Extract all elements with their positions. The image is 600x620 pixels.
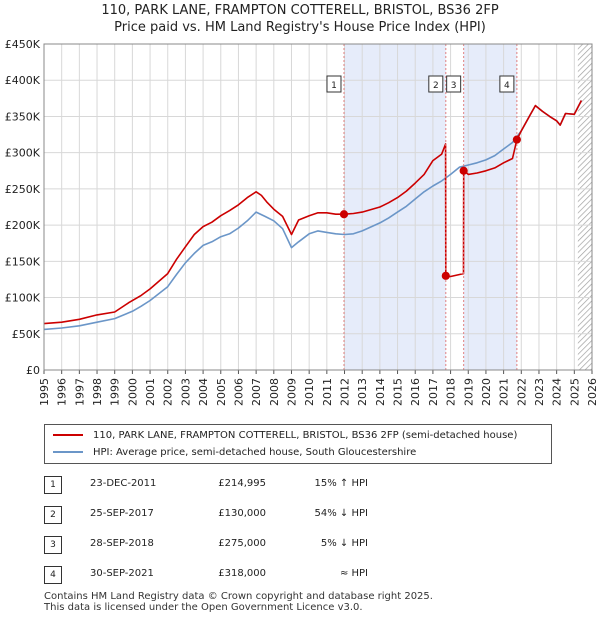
sale-marker-label-4: 4	[504, 81, 510, 91]
shaded-region-2	[463, 44, 517, 370]
x-tick-label: 2007	[250, 378, 263, 406]
axes: £0 £50K £100K £150K £200K £250K £300K £350K £400…	[5, 38, 599, 406]
title-line-2: Price paid vs. HM Land Registry's House …	[114, 20, 486, 35]
sale-marker-box-2	[428, 75, 444, 93]
sale-hpi-3: 5% ↓ HPI	[320, 538, 368, 549]
sale-point-2	[441, 271, 450, 280]
sale-badge-1: 1	[44, 476, 62, 494]
legend-item-hpi: HPI: Average price, semi-detached house,…	[53, 444, 416, 462]
legend-hpi-label: HPI: Average price, semi-detached house,…	[93, 447, 417, 458]
y-tick-label: £400K	[5, 74, 41, 87]
footer-line-1: Contains HM Land Registry data © Crown c…	[44, 591, 433, 602]
x-tick-label: 2010	[303, 378, 316, 406]
legend: 110, PARK LANE, FRAMPTON COTTERELL, BRIS…	[44, 424, 552, 464]
sale-price-4: £318,000	[218, 568, 266, 579]
sale-row-2: 2 25-SEP-2017 £130,000 54% ↓ HPI	[44, 506, 374, 526]
sale-point-4	[512, 135, 521, 144]
plot-border	[43, 43, 593, 371]
sale-date-2: 25-SEP-2017	[90, 508, 154, 519]
sale-price-2: £130,000	[218, 508, 266, 519]
x-tick-label: 2021	[498, 378, 511, 406]
x-tick-label: 1998	[91, 378, 104, 406]
x-tick-label: 2014	[374, 378, 387, 406]
x-tick-label: 2016	[409, 378, 422, 406]
legend-hpi-swatch	[53, 451, 83, 453]
sale-badge-3: 3	[44, 536, 62, 554]
y-tick-label: £300K	[5, 147, 41, 160]
sale-hpi-4: ≈ HPI	[339, 568, 368, 579]
x-tick-label: 2002	[162, 378, 175, 406]
y-tick-label: £250K	[5, 183, 41, 196]
sale-row-4: 4 30-SEP-2021 £318,000 ≈ HPI	[44, 566, 374, 586]
hpi-line	[44, 100, 583, 331]
sale-point-3	[459, 166, 468, 175]
chart-title: 110, PARK LANE, FRAMPTON COTTERELL, BRIS…	[0, 2, 600, 36]
x-tick-label: 2008	[268, 378, 281, 406]
sale-hpi-2: 54% ↓ HPI	[314, 508, 368, 519]
sale-price-3: £275,000	[218, 538, 266, 549]
x-tick-label: 2006	[232, 378, 245, 406]
x-tick-label: 1999	[109, 378, 122, 406]
x-tick-label: 1997	[73, 378, 86, 406]
x-tick-label: 2022	[515, 378, 528, 406]
sale-price-1: £214,995	[218, 478, 266, 489]
x-tick-label: 2019	[462, 378, 475, 406]
x-tick-label: 2015	[392, 378, 405, 406]
sale-date-4: 30-SEP-2021	[90, 568, 154, 579]
x-tick-label: 2026	[586, 378, 599, 406]
sale-marker-box-1	[326, 75, 342, 93]
x-tick-label: 2024	[551, 378, 564, 406]
plot-background	[343, 44, 592, 370]
sale-marker-label-3: 3	[451, 81, 457, 91]
y-tick-label: £100K	[5, 292, 41, 305]
x-tick-label: 1995	[38, 378, 51, 406]
sale-date-1: 23-DEC-2011	[90, 478, 157, 489]
x-tick-label: 2005	[215, 378, 228, 406]
sale-row-1: 1 23-DEC-2011 £214,995 15% ↑ HPI	[44, 476, 374, 496]
title-line-1: 110, PARK LANE, FRAMPTON COTTERELL, BRIS…	[101, 3, 499, 18]
x-tick-label: 2025	[568, 378, 581, 406]
sale-row-3: 3 28-SEP-2018 £275,000 5% ↓ HPI	[44, 536, 374, 556]
x-tick-label: 1996	[56, 378, 69, 406]
sale-badge-4: 4	[44, 566, 62, 584]
x-tick-label: 2011	[321, 378, 334, 406]
x-tick-label: 2013	[356, 378, 369, 406]
y-tick-label: £50K	[12, 328, 41, 341]
x-tick-label: 2020	[480, 378, 493, 406]
sale-badge-2: 2	[44, 506, 62, 524]
shaded-region-1	[343, 44, 446, 370]
forecast-hatch-region	[577, 44, 592, 370]
x-tick-label: 2004	[197, 378, 210, 406]
x-tick-label: 2009	[285, 378, 298, 406]
x-tick-label: 2003	[179, 378, 192, 406]
y-tick-label: £450K	[5, 38, 41, 51]
sale-marker-label-1: 1	[331, 81, 337, 91]
sale-marker-box-3	[446, 75, 462, 93]
price-chart: 1 2 3 4 £0 £50K £100K £150K £200K £250K £300K £350…	[5, 38, 599, 406]
sale-date-3: 28-SEP-2018	[90, 538, 154, 549]
legend-property-label: 110, PARK LANE, FRAMPTON COTTERELL, BRIS…	[93, 430, 518, 441]
y-tick-label: £0	[26, 364, 40, 377]
sale-marker-label-2: 2	[433, 81, 439, 91]
x-tick-label: 2012	[339, 378, 352, 406]
x-tick-label: 2018	[445, 378, 458, 406]
y-tick-label: £150K	[5, 255, 41, 268]
footer: Contains HM Land Registry data © Crown c…	[44, 591, 433, 613]
y-tick-label: £350K	[5, 110, 41, 123]
x-tick-label: 2023	[533, 378, 546, 406]
sale-marker-box-4	[499, 75, 515, 93]
footer-line-2: This data is licensed under the Open Gov…	[44, 602, 363, 613]
legend-property-swatch	[53, 434, 83, 436]
sale-markers: 1 2 3 4	[326, 44, 521, 370]
sale-hpi-1: 15% ↑ HPI	[314, 478, 368, 489]
y-tick-label: £200K	[5, 219, 41, 232]
legend-item-property: 110, PARK LANE, FRAMPTON COTTERELL, BRIS…	[53, 427, 517, 445]
x-tick-label: 2017	[427, 378, 440, 406]
x-tick-label: 2001	[144, 378, 157, 406]
x-tick-label: 2000	[126, 378, 139, 406]
sale-point-1	[339, 210, 349, 219]
